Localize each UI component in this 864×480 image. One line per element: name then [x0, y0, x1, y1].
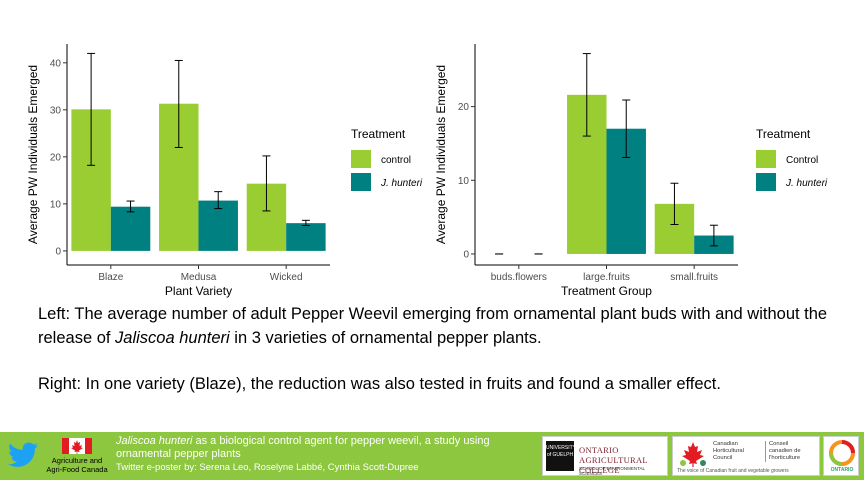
oac-name: ONTARIO AGRICULTURAL COLLEGE: [579, 445, 667, 475]
chc-en-3: Council: [713, 455, 733, 461]
caption-left-species: Jaliscoa hunteri: [115, 329, 230, 347]
footer-title-species: Jaliscoa hunteri: [116, 435, 193, 447]
chart1-error-bar: [87, 52, 96, 166]
chart1-y-tick-label: 0: [55, 246, 61, 257]
chart2-x-tick-label: buds.flowers: [491, 272, 547, 283]
chart2-error-bar: [622, 99, 631, 158]
chart1-x-tick-label: Medusa: [181, 272, 217, 283]
chart1-y-tick-label: 30: [50, 105, 62, 116]
chart1-x-tick-label: Blaze: [98, 272, 123, 283]
chc-en-1: Canadian: [713, 441, 738, 447]
chart2-error-bar: [582, 53, 591, 137]
chart2-legend-swatch: [756, 150, 776, 168]
chart1-error-bar: [262, 155, 271, 212]
caption-left: Left: The average number of adult Pepper…: [38, 302, 838, 350]
chart1-error-bar: [214, 191, 223, 210]
chart1-y-tick-label: 40: [50, 58, 62, 69]
chart-right-svg: 0 10 20 buds.flowers large.fruits small.fruit…: [434, 44, 828, 298]
chc-fr-2: canadien de: [769, 448, 801, 454]
canada-flag-icon: [62, 438, 92, 454]
caption-right: Right: In one variety (Blaze), the reduc…: [38, 375, 721, 393]
oac-name-line1: ONTARIO: [579, 445, 619, 455]
aafc-logo: Agriculture and Agri-Food Canada: [42, 438, 112, 474]
caption-left-prefix: Left: The average number of adult Pepper…: [38, 305, 828, 347]
chart1-legend-label: control: [381, 155, 411, 166]
oac-logo: UNIVERSITY of GUELPH ONTARIO AGRICULTURAL…: [542, 436, 668, 476]
aafc-label-line2: Agri-Food Canada: [46, 465, 108, 474]
chart1-bar: [110, 206, 151, 251]
chart2-legend-label: J. hunteri: [785, 178, 828, 189]
ontario-swirl-icon: [829, 440, 855, 466]
chart1-bar: [286, 223, 326, 251]
chart1-legend-swatch: [351, 150, 371, 168]
ontario-label: ONTARIO: [830, 467, 854, 473]
chart2-legend-title: Treatment: [756, 127, 811, 141]
chc-fr-3: l'horticulture: [769, 455, 801, 461]
footer-title-rest: as a biological control agent for pepper…: [116, 435, 490, 460]
guelph-crest-icon: UNIVERSITY of GUELPH: [546, 441, 576, 471]
footer-bar: Agriculture and Agri-Food Canada Jalisco…: [0, 432, 864, 480]
chc-name-en: Canadian Horticultural Council: [713, 441, 744, 462]
oac-subtitle: SCHOOL OF ENVIRONMENTAL SCIENCES: [579, 466, 645, 476]
aafc-label-line1: Agriculture and: [51, 456, 103, 465]
chart-right: 0 10 20 buds.flowers large.fruits small.fruit…: [432, 0, 864, 300]
chc-name-fr: Conseil canadien de l'horticulture: [765, 441, 801, 462]
chc-fr-1: Conseil: [769, 441, 789, 447]
chart1-x-axis-label: Plant Variety: [165, 284, 232, 298]
chart1-error-bar: [301, 219, 310, 227]
oac-name-line2: AGRICULTURAL COLLEGE: [579, 455, 648, 475]
chc-logo: Canadian Horticultural Council Conseil cana…: [672, 436, 820, 476]
twitter-icon[interactable]: [8, 442, 38, 468]
chart2-y-tick-label: 0: [463, 249, 469, 260]
chart2-x-tick-label: large.fruits: [583, 272, 630, 283]
chart2-legend-swatch: [756, 173, 776, 191]
footer-title: Jaliscoa hunteri as a biological control…: [116, 435, 536, 474]
caption-left-suffix: in 3 varieties of ornamental pepper plan…: [229, 329, 542, 347]
chart2-x-axis-label: Treatment Group: [561, 284, 652, 298]
chart1-y-axis-label: Average PW Individuals Emerged: [26, 65, 40, 244]
chart2-y-tick-label: 20: [458, 102, 470, 113]
chart-left: 0 10 20 30 40 Blaze Medusa Wicked Plant Variety A…: [0, 0, 432, 300]
chart1-x-tick-label: Wicked: [270, 272, 303, 283]
ontario-logo: ONTARIO: [823, 436, 859, 476]
chc-en-2: Horticultural: [713, 448, 744, 454]
chart1-error-bar: [126, 200, 135, 213]
chart1-legend-label: J. hunteri: [380, 178, 423, 189]
chart1-y-tick-label: 20: [50, 152, 62, 163]
chart1-legend-title: Treatment: [351, 127, 406, 141]
chart2-error-bar: [670, 182, 679, 225]
chart2-y-axis-label: Average PW Individuals Emerged: [434, 65, 448, 244]
chart2-error-bar: [709, 224, 718, 247]
chart-left-svg: 0 10 20 30 40 Blaze Medusa Wicked Plant Variety A…: [26, 44, 423, 298]
chart2-legend-label: Control: [786, 155, 818, 166]
chart1-error-bar: [174, 59, 183, 148]
chart2-x-tick-label: small.fruits: [670, 272, 718, 283]
chart1-legend-swatch: [351, 173, 371, 191]
footer-credit: Twitter e-poster by: Serena Leo, Roselyn…: [116, 462, 419, 473]
chart1-y-tick-label: 10: [50, 199, 62, 210]
chc-tagline: The voice of Canadian fruit and vegetabl…: [677, 468, 789, 474]
maple-leaf-icon: [680, 442, 706, 467]
chart2-y-tick-label: 10: [458, 176, 470, 187]
